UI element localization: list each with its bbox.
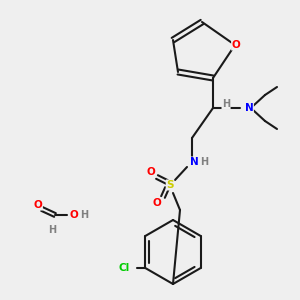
Text: O: O (153, 198, 161, 208)
Text: Cl: Cl (119, 263, 130, 273)
Text: O: O (70, 210, 78, 220)
Text: N: N (190, 157, 198, 167)
Text: O: O (147, 167, 155, 177)
Text: H: H (48, 225, 56, 235)
Text: N: N (244, 103, 253, 113)
Text: S: S (166, 180, 174, 190)
Text: H: H (200, 157, 208, 167)
Text: H: H (222, 99, 230, 109)
Text: O: O (232, 40, 240, 50)
Text: O: O (34, 200, 42, 210)
Text: H: H (80, 210, 88, 220)
